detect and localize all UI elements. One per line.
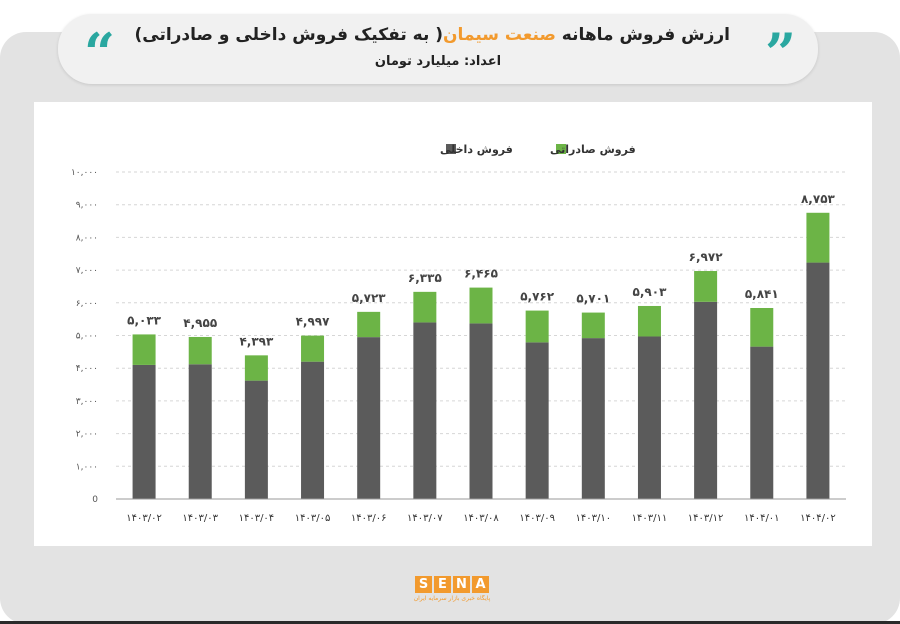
bar-domestic	[132, 364, 156, 499]
bar-domestic	[188, 364, 212, 499]
bar-export	[525, 310, 549, 343]
logo-letter: A	[472, 576, 489, 593]
logo-tagline: پایگاه خبری بازار سرمایه ایران	[413, 595, 491, 602]
bar-domestic	[413, 322, 437, 499]
bar-export	[413, 291, 437, 323]
bar-domestic	[750, 346, 774, 499]
y-tick-label: ۲,۰۰۰	[76, 430, 98, 440]
bar-domestic	[469, 323, 493, 499]
x-tick-label: ۱۴۰۳/۱۲	[688, 513, 724, 524]
x-tick-label: ۱۴۰۳/۰۷	[407, 513, 443, 524]
x-tick-label: ۱۴۰۳/۰۳	[182, 513, 218, 524]
bar-export	[132, 334, 156, 365]
page-title: ارزش فروش ماهانه صنعت سیمان( به تفکیک فر…	[134, 25, 730, 45]
quote-mark-right-icon: ”	[764, 21, 796, 85]
bar-export	[581, 312, 605, 339]
y-tick-label: ۷,۰۰۰	[76, 266, 98, 276]
total-data-label: ۴,۳۹۳	[239, 334, 274, 348]
bar-domestic	[525, 342, 549, 499]
bar-export	[750, 307, 774, 347]
y-tick-label: ۵,۰۰۰	[76, 332, 98, 342]
bar-domestic	[581, 338, 605, 499]
total-data-label: ۸,۷۵۳	[801, 192, 836, 206]
x-tick-label: ۱۴۰۳/۰۹	[519, 513, 555, 524]
total-data-label: ۶,۳۳۵	[408, 271, 442, 285]
bar-export	[357, 311, 381, 338]
y-tick-label: 0	[92, 495, 98, 505]
bar-domestic	[806, 262, 830, 499]
title-highlight: صنعت سیمان	[443, 25, 556, 45]
y-tick-label: ۴,۰۰۰	[76, 364, 98, 374]
x-tick-label: ۱۴۰۳/۰۲	[126, 513, 162, 524]
legend-swatch	[556, 144, 566, 154]
bar-export	[188, 336, 212, 365]
y-tick-label: ۳,۰۰۰	[76, 397, 98, 407]
y-tick-label: ۱,۰۰۰	[76, 462, 98, 472]
total-data-label: ۵,۷۶۲	[520, 290, 555, 304]
bar-domestic	[244, 380, 268, 499]
x-tick-label: ۱۴۰۴/۰۲	[800, 513, 836, 524]
title-suffix: ( به تفکیک فروش داخلی و صادراتی)	[134, 25, 444, 45]
y-tick-label: ۱۰,۰۰۰	[71, 168, 98, 178]
total-data-label: ۵,۹۰۳	[633, 285, 668, 299]
bottom-divider	[0, 621, 900, 624]
total-data-label: ۶,۹۷۲	[689, 250, 724, 264]
x-tick-label: ۱۴۰۳/۰۵	[295, 513, 331, 524]
x-tick-label: ۱۴۰۳/۱۰	[576, 513, 612, 524]
total-data-label: ۴,۹۵۵	[183, 316, 217, 330]
bar-export	[806, 212, 830, 263]
logo-letter: S	[415, 576, 432, 593]
bar-domestic	[301, 361, 325, 499]
bar-export	[637, 305, 661, 337]
bar-domestic	[357, 337, 381, 499]
legend-label: فروش داخلی	[440, 143, 513, 156]
y-tick-label: ۹,۰۰۰	[76, 201, 98, 211]
bar-export	[244, 355, 268, 381]
total-data-label: ۶,۴۶۵	[464, 267, 498, 281]
logo-letter: N	[453, 576, 470, 593]
total-data-label: ۵,۰۳۳	[127, 313, 162, 327]
x-tick-label: ۱۴۰۳/۰۸	[463, 513, 499, 524]
x-tick-label: ۱۴۰۴/۰۱	[744, 513, 780, 524]
bar-domestic	[637, 336, 661, 499]
units-subtitle: اعداد: میلیارد تومان	[374, 54, 502, 69]
x-tick-label: ۱۴۰۳/۰۴	[239, 513, 275, 524]
stacked-bar-chart: 0 ۱,۰۰۰ ۲,۰۰۰ ۳,۰۰۰ ۴,۰۰۰ ۵,۰۰۰ ۶,۰۰۰ ۷,۰۰۰ ۸,۰۰…	[71, 143, 846, 524]
bar-export	[694, 271, 718, 302]
quote-mark-left-icon: “	[84, 21, 116, 85]
total-data-label: ۵,۸۴۱	[745, 287, 779, 301]
total-data-label: ۵,۷۰۱	[576, 292, 610, 306]
bar-export	[301, 335, 325, 362]
legend-label: فروش صادراتی	[550, 143, 636, 156]
logo-letter: E	[434, 576, 451, 593]
title-banner: “ ارزش فروش ماهانه صنعت سیمان( به تفکیک …	[58, 14, 818, 84]
x-tick-label: ۱۴۰۳/۰۶	[351, 513, 387, 524]
bar-export	[469, 287, 493, 324]
title-prefix: ارزش فروش ماهانه	[555, 25, 730, 45]
y-tick-label: ۸,۰۰۰	[76, 233, 98, 243]
chart-panel: 0 ۱,۰۰۰ ۲,۰۰۰ ۳,۰۰۰ ۴,۰۰۰ ۵,۰۰۰ ۶,۰۰۰ ۷,۰۰۰ ۸,۰۰…	[34, 102, 872, 546]
legend-swatch	[446, 144, 456, 154]
total-data-label: ۵,۷۲۳	[352, 291, 387, 305]
x-tick-label: ۱۴۰۳/۱۱	[632, 513, 668, 524]
y-tick-label: ۶,۰۰۰	[76, 299, 98, 309]
bar-domestic	[694, 301, 718, 499]
total-data-label: ۴,۹۹۷	[296, 315, 331, 329]
